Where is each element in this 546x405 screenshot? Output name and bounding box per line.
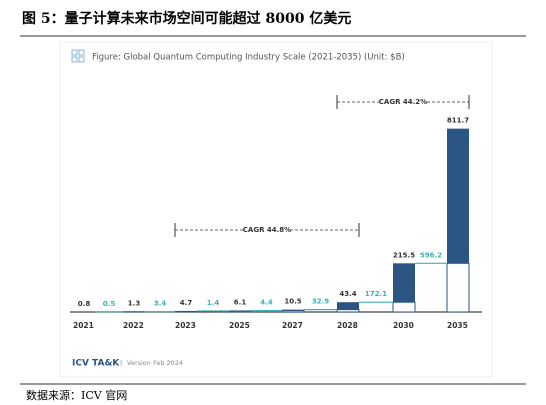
logo-icon <box>71 49 85 63</box>
annotation: CAGR 44.8% <box>243 226 291 234</box>
increment-label: 1.4 <box>207 299 220 307</box>
value-label: 0.8 <box>78 300 91 308</box>
increment-label: 32.9 <box>312 298 329 306</box>
increment-label: 596.2 <box>420 251 442 259</box>
value-label: 43.4 <box>339 290 356 298</box>
base-box <box>446 262 470 313</box>
increment-label: 172.1 <box>365 290 387 298</box>
base-box <box>228 310 252 313</box>
x-tick-label: 2030 <box>393 321 414 330</box>
bar <box>175 310 197 312</box>
base-box <box>281 310 305 313</box>
value-label: 811.7 <box>447 117 469 125</box>
x-tick-label: 2025 <box>229 321 250 330</box>
annotation: CAGR 44.2% <box>379 98 427 106</box>
value-label: 215.5 <box>393 251 415 259</box>
increment-label: 3.4 <box>154 300 167 308</box>
base-box <box>336 309 360 313</box>
x-tick-label: 2027 <box>282 321 303 330</box>
x-tick-label: 2021 <box>73 321 94 330</box>
base-box <box>392 301 416 313</box>
bar <box>393 263 415 303</box>
value-label: 6.1 <box>234 299 247 307</box>
separator: | <box>120 359 122 367</box>
bar <box>282 309 304 311</box>
increment-label: 0.5 <box>103 300 116 308</box>
label-bg <box>379 96 427 108</box>
chart-title: Figure: Global Quantum Computing Industr… <box>92 53 405 63</box>
heading: 图 5：量子计算未来市场空间可能超过 8000 亿美元 <box>22 10 351 27</box>
x-tick-label: 2035 <box>447 321 468 330</box>
version: Version Feb 2024 <box>127 359 183 367</box>
increment-label: 4.4 <box>260 299 273 307</box>
source: 数据来源：ICV 官网 <box>26 388 127 402</box>
x-tick-label: 2028 <box>337 321 358 330</box>
bar <box>337 302 359 310</box>
bar <box>447 128 469 264</box>
brand: ICV TA&K <box>72 359 120 369</box>
value-label: 10.5 <box>284 298 301 306</box>
value-label: 4.7 <box>180 299 193 307</box>
label-bg <box>243 224 291 236</box>
x-tick-label: 2023 <box>175 321 196 330</box>
value-label: 1.3 <box>128 300 141 308</box>
x-tick-label: 2022 <box>123 321 144 330</box>
